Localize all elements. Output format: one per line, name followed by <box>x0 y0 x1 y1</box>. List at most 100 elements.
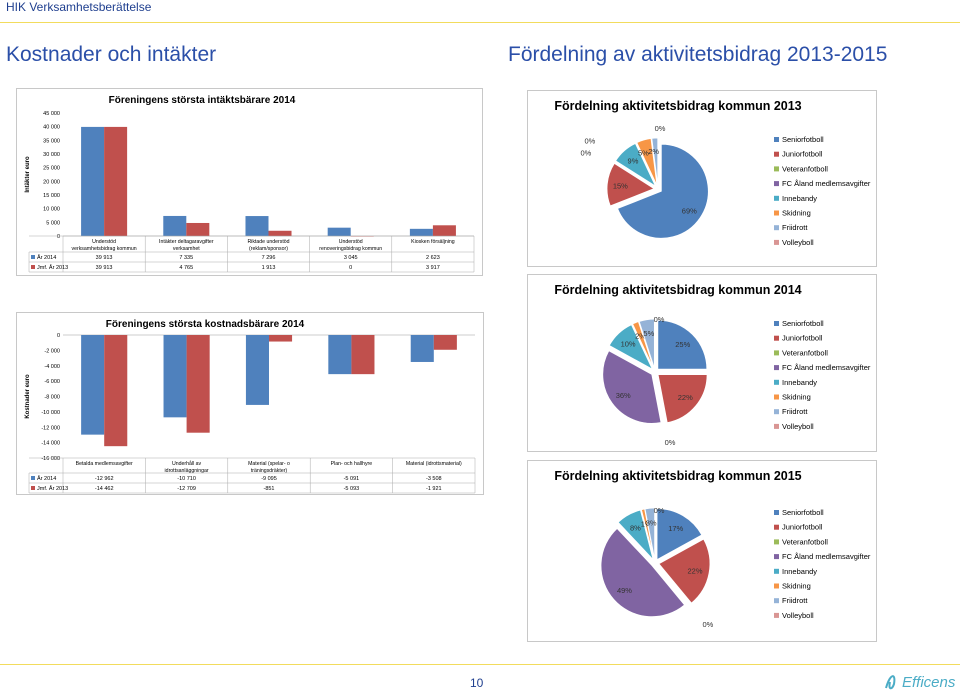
legend-label: Innebandy <box>782 378 817 387</box>
category-label: Intäkter deltagaravgifter <box>159 239 214 245</box>
legend-label: Skidning <box>782 582 811 591</box>
slice-label: 0% <box>654 506 665 515</box>
bar-2014 <box>81 126 105 236</box>
legend-swatch <box>774 151 779 157</box>
legend-swatch <box>774 394 779 400</box>
pie-slice <box>656 508 703 561</box>
pie-chart-2014: Fördelning aktivitetsbidrag kommun 2014 2… <box>554 283 871 447</box>
data-label: -5 091 <box>344 476 360 482</box>
legend-swatch <box>774 409 779 415</box>
y-tick-label: -2 000 <box>44 348 60 354</box>
bar-2014 <box>410 335 434 362</box>
slice-label: 0% <box>665 438 676 447</box>
legend-label: Jmf. År 2013 <box>37 485 68 492</box>
legend-label: Juniorfotboll <box>782 523 823 532</box>
bar-2013 <box>432 225 456 236</box>
legend-swatch <box>774 166 779 172</box>
category-label: Riktade understöd <box>247 239 289 245</box>
slice-label: 15% <box>613 181 628 190</box>
pie-slice <box>615 142 657 188</box>
legend-swatch <box>774 225 779 231</box>
data-label: -851 <box>263 486 274 492</box>
slice-label: 0% <box>654 315 665 324</box>
bar-2014 <box>163 335 187 418</box>
income-bar-chart: Föreningens största intäktsbärare 2014 45… <box>25 95 475 273</box>
pie-slice <box>608 324 654 371</box>
pie-slice <box>617 143 709 239</box>
category-label: idrottsanläggningar <box>165 468 209 474</box>
chart-title: Föreningens största kostnadsbärare 2014 <box>106 319 305 330</box>
slice-label: 0% <box>655 124 666 133</box>
slice-label: 0% <box>580 148 591 157</box>
footer-divider <box>0 664 960 665</box>
category-label: Understöd <box>339 239 363 245</box>
logo-icon: Efficens <box>885 674 956 691</box>
category-label: Plan- och hallhyre <box>331 461 373 467</box>
y-tick-label: 0 <box>57 333 60 339</box>
legend-label: Veteranfotboll <box>782 537 828 546</box>
category-label: Kiosken försäljning <box>411 239 455 245</box>
pie-slice <box>651 137 659 186</box>
legend-label: Juniorfotboll <box>782 150 823 159</box>
y-tick-label: 15 000 <box>43 193 60 199</box>
category-label: Material (idrottsmaterial) <box>406 461 462 467</box>
pie-slice <box>644 507 656 560</box>
data-label: 7 296 <box>262 255 276 261</box>
bar-2014 <box>81 335 105 435</box>
slice-label: 25% <box>675 340 690 349</box>
data-label: 0 <box>349 265 352 271</box>
y-tick-label: 45 000 <box>43 111 60 117</box>
pie-slice <box>657 319 708 370</box>
data-label: 39 913 <box>96 255 113 261</box>
category-label: renoveringsbidrag kommun <box>319 246 382 252</box>
bar-2013 <box>186 335 210 433</box>
legend-label: FC Åland medlemsavgifter <box>782 179 871 188</box>
legend-swatch <box>774 554 779 560</box>
legend-label: Volleyboll <box>782 238 814 247</box>
pie-slice <box>602 350 662 424</box>
legend-swatch <box>774 524 779 530</box>
header-divider <box>0 22 960 23</box>
data-label: 3 045 <box>344 255 358 261</box>
y-tick-label: -12 000 <box>41 425 60 431</box>
slice-label: 5% <box>638 149 649 158</box>
legend-label: Innebandy <box>782 567 817 576</box>
y-tick-label: 25 000 <box>43 166 60 172</box>
y-tick-label: -8 000 <box>44 395 60 401</box>
y-tick-label: -10 000 <box>41 410 60 416</box>
pie-2015-panel: Fördelning aktivitetsbidrag kommun 2015 1… <box>527 460 877 642</box>
data-label: -14 462 <box>95 486 114 492</box>
slice-label: 3% <box>646 518 657 527</box>
data-label: 1 913 <box>262 265 276 271</box>
slice-label: 5% <box>643 329 654 338</box>
legend-swatch <box>774 423 779 429</box>
category-label: träningsdräkter) <box>251 468 288 474</box>
bar-2013 <box>104 126 128 236</box>
legend-swatch <box>31 476 35 480</box>
slice-label: 0% <box>702 620 713 629</box>
pie-slice <box>640 508 655 560</box>
legend-label: Friidrott <box>782 596 808 605</box>
data-label: -9 095 <box>261 476 277 482</box>
legend-swatch <box>774 539 779 545</box>
slice-label: 22% <box>687 567 702 576</box>
bar-2014 <box>328 335 352 375</box>
legend-label: Volleyboll <box>782 611 814 620</box>
legend-swatch <box>774 239 779 245</box>
pie-chart-2013: Fördelning aktivitetsbidrag kommun 2013 6… <box>554 99 871 247</box>
legend-swatch <box>774 195 779 201</box>
pie-slice <box>636 138 658 186</box>
data-label: -12 962 <box>95 476 114 482</box>
data-label: 2 623 <box>426 255 440 261</box>
bar-2014 <box>409 228 433 236</box>
bar-2013 <box>351 335 375 375</box>
slice-label: 17% <box>668 524 683 533</box>
pie-slice <box>632 321 654 369</box>
y-axis-label: Kostnader euro <box>25 374 31 419</box>
slice-label: 9% <box>628 157 639 166</box>
y-tick-label: 20 000 <box>43 179 60 185</box>
legend-swatch <box>31 486 35 490</box>
legend-swatch <box>774 181 779 187</box>
data-label: -1 921 <box>426 486 442 492</box>
y-tick-label: -14 000 <box>41 441 60 447</box>
